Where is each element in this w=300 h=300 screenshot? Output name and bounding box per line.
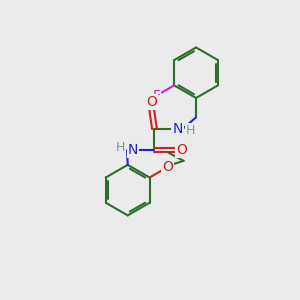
Text: O: O (162, 160, 173, 174)
Text: H: H (116, 140, 125, 154)
Text: H: H (185, 124, 195, 137)
Text: O: O (146, 95, 157, 109)
Text: N: N (172, 122, 183, 136)
Text: F: F (152, 89, 160, 103)
Text: N: N (128, 143, 138, 157)
Text: O: O (176, 143, 187, 157)
